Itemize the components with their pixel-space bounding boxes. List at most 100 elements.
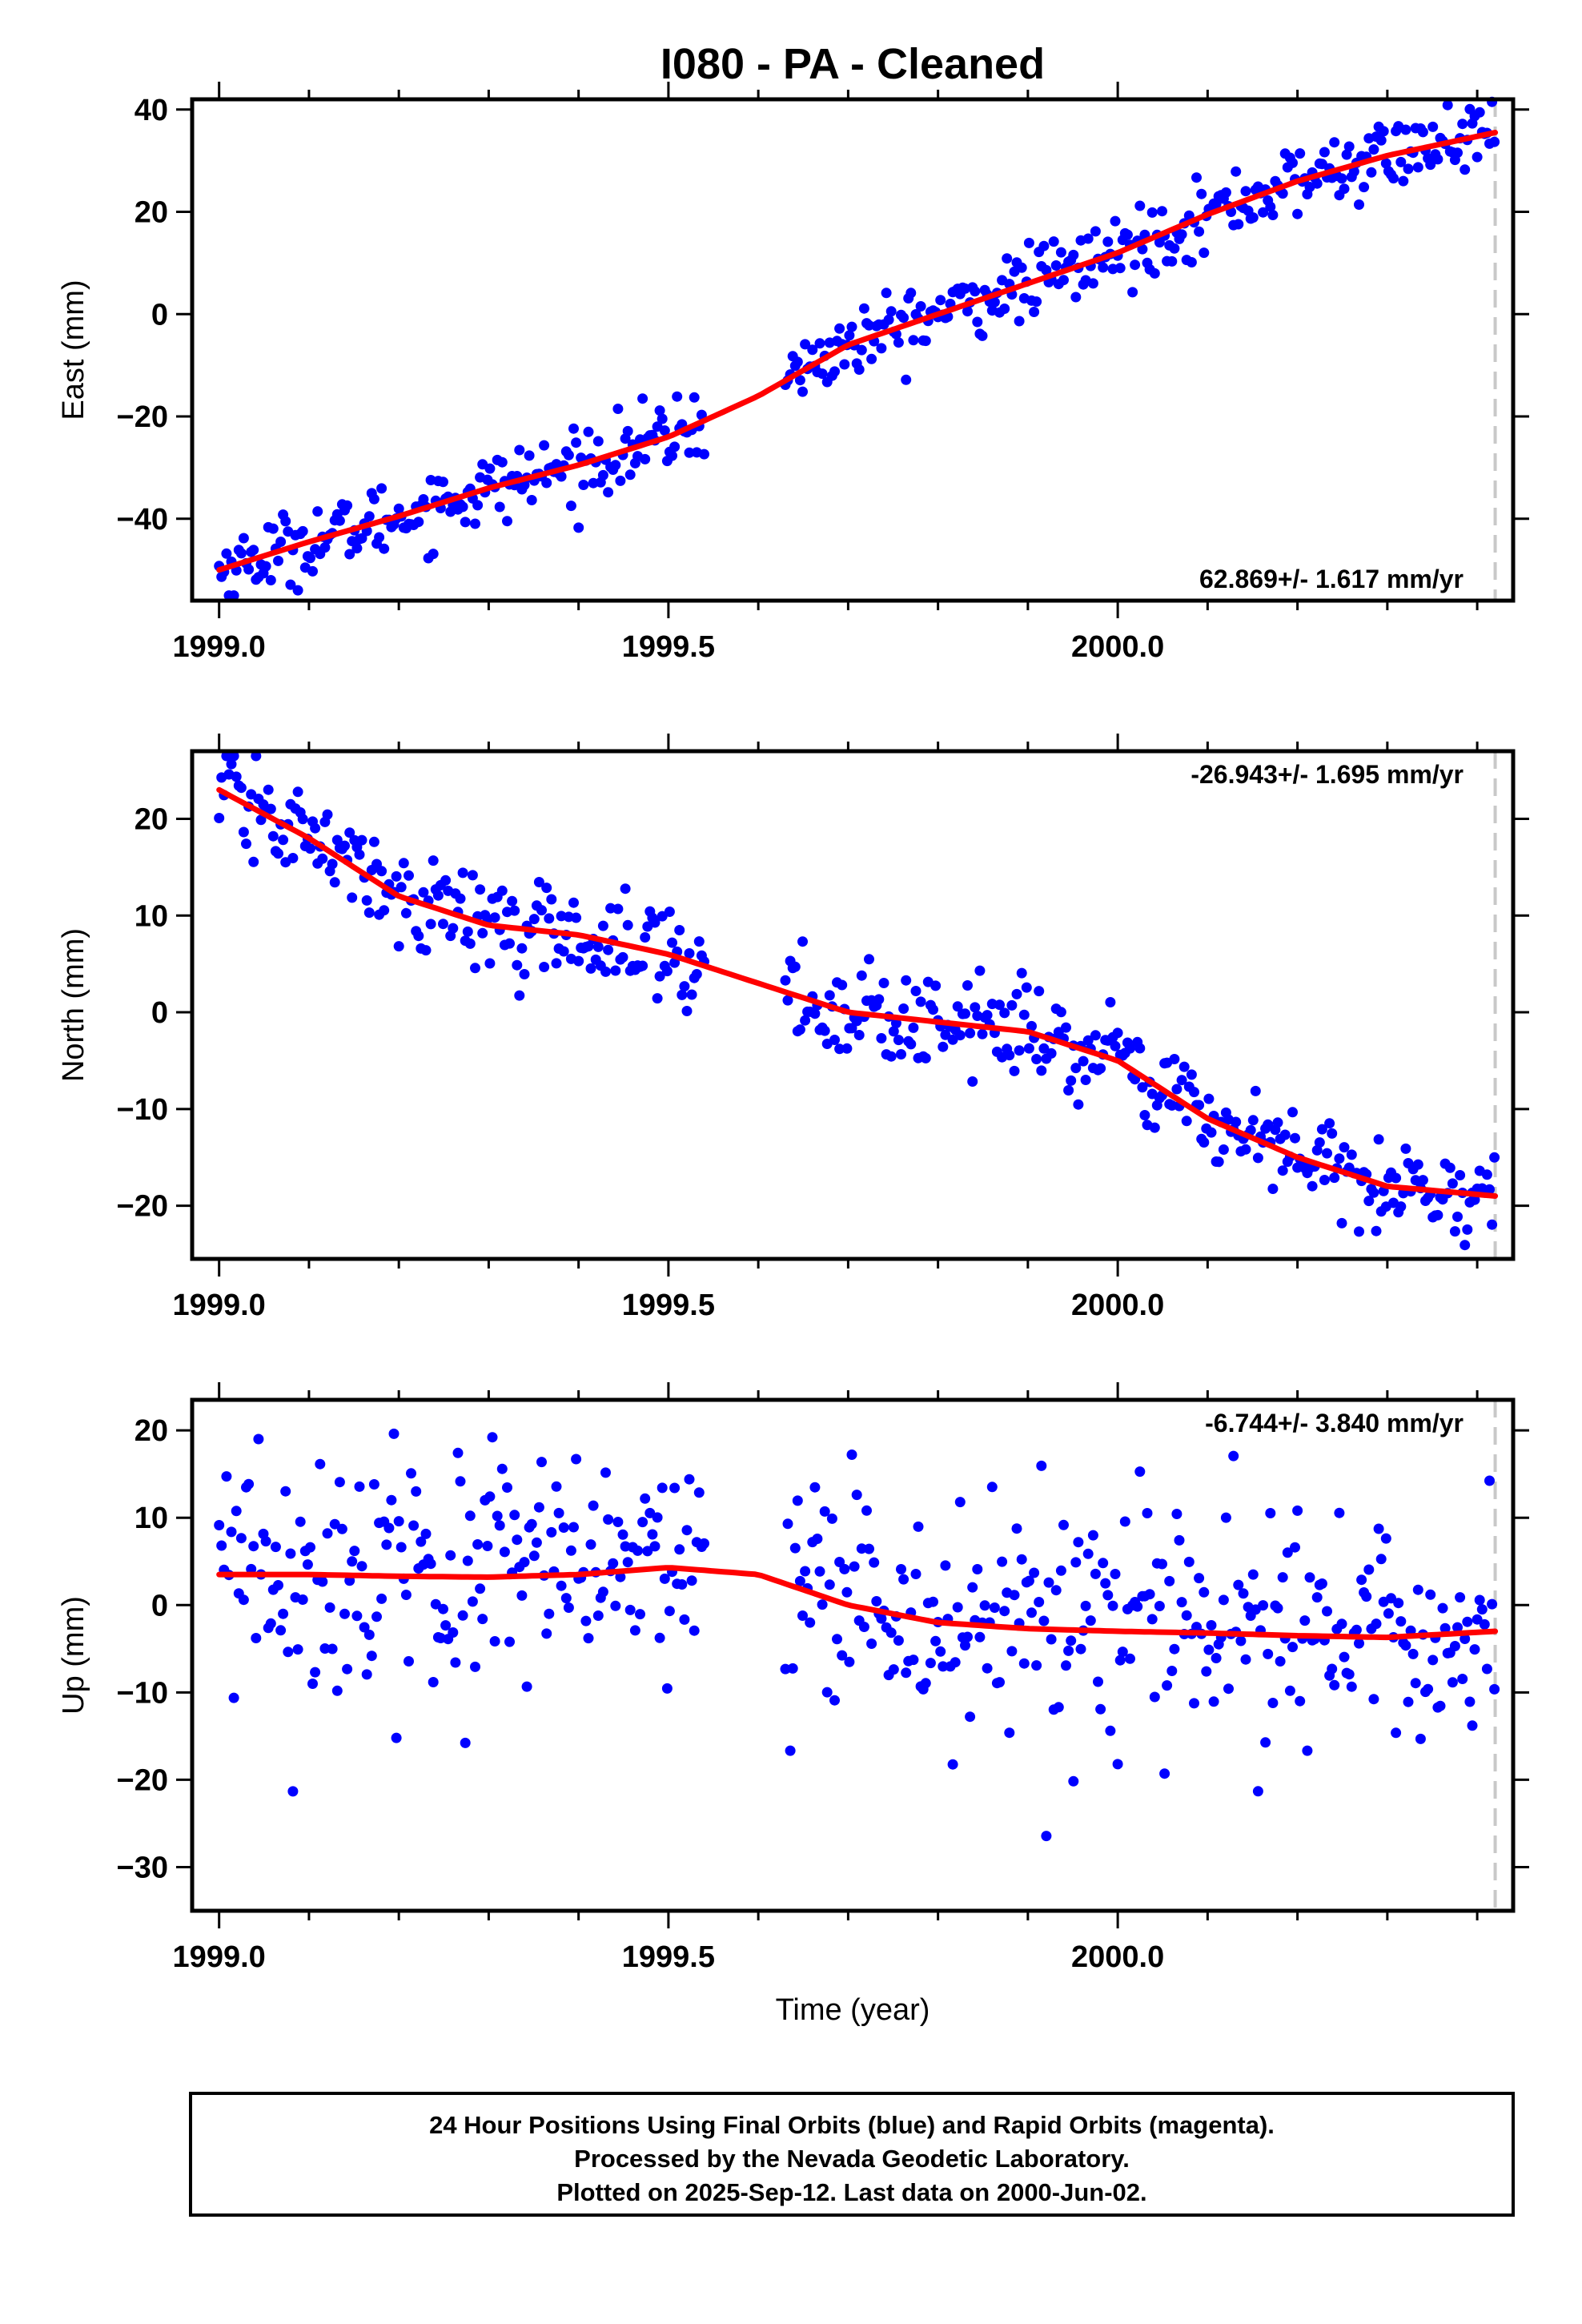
data-point [1460,1634,1471,1644]
data-point [661,966,673,977]
data-point [693,936,705,947]
data-point [910,986,921,996]
data-point [1080,1600,1091,1611]
data-point [1272,1602,1283,1614]
data-point [1484,1475,1495,1486]
data-point [888,1664,899,1675]
data-point [267,523,279,534]
data-point [1336,1217,1347,1228]
data-point [484,958,496,969]
data-point [565,1545,576,1556]
data-point [1213,1156,1224,1168]
x-axis-label: Time (year) [776,1993,930,2027]
data-point [841,1043,853,1054]
data-point [622,1557,633,1568]
data-point [782,1518,793,1530]
data-point [1176,229,1187,240]
data-point [869,1557,880,1568]
data-point [411,1486,422,1497]
data-point [615,1571,626,1582]
data-point [319,1643,331,1654]
data-point [617,951,628,963]
data-point [1380,1533,1391,1544]
data-point [1464,1696,1476,1707]
data-point [1415,1733,1426,1744]
data-point [1223,1683,1234,1695]
data-point [664,907,675,917]
data-point [1277,1165,1288,1176]
data-point [1194,1100,1205,1111]
data-point [1277,1572,1288,1583]
data-point [610,460,621,471]
data-point [656,413,668,424]
data-point [457,1610,468,1621]
data-point [278,1608,289,1619]
data-point [789,1542,801,1554]
data-point [489,1636,500,1647]
data-point [273,1580,283,1590]
data-point [893,1635,904,1646]
data-point [516,943,528,954]
data-point [967,1582,978,1593]
data-point [1090,1568,1101,1579]
data-point [560,1593,572,1604]
data-point [1263,1648,1274,1659]
data-point [376,483,387,494]
data-point [684,1474,695,1485]
data-point [858,1622,869,1632]
data-point [807,344,818,356]
data-point [1100,1578,1111,1589]
data-point [656,1482,668,1494]
data-point [920,336,931,347]
data-point [1469,1644,1480,1655]
data-point [391,1732,402,1743]
data-point [492,1510,503,1522]
data-point [533,877,544,887]
data-point [571,437,582,448]
data-point [568,423,579,434]
data-point [1009,1590,1020,1601]
data-point [1346,1681,1357,1692]
data-point [1366,167,1377,178]
data-point [635,1609,645,1620]
data-point [1006,999,1018,1011]
data-point [1082,1035,1094,1046]
data-point [1327,1128,1338,1139]
data-point [583,941,594,952]
data-point [1231,1116,1242,1128]
data-point [819,1506,830,1517]
data-point [632,1545,643,1556]
data-point [1073,1099,1084,1110]
data-point [913,1521,924,1532]
data-point [1460,1240,1471,1251]
data-point [1395,1616,1407,1627]
data-point [1171,1084,1182,1095]
data-point [1452,147,1463,159]
data-point [551,958,562,969]
data-point [930,980,942,991]
data-point [856,1543,867,1554]
data-point [275,1625,287,1636]
data-point [1189,1698,1199,1709]
data-point [1105,1725,1116,1736]
data-point [1304,1572,1315,1583]
data-point [363,907,375,919]
data-point [1287,1642,1298,1653]
data-point [844,1656,855,1667]
data-point [295,1516,306,1527]
data-point [228,590,239,601]
data-point [265,803,276,814]
data-point [1425,159,1436,171]
data-point [1233,1579,1244,1590]
data-point [400,1590,412,1600]
data-point [1119,1516,1130,1527]
data-point [1023,1575,1034,1586]
data-point [805,1617,816,1628]
data-point [1036,1460,1047,1471]
data-point [1058,275,1069,286]
data-point [539,440,550,451]
data-point [533,1502,544,1513]
data-point [898,1574,909,1585]
data-point [1090,1030,1101,1041]
data-point [1272,1117,1283,1128]
